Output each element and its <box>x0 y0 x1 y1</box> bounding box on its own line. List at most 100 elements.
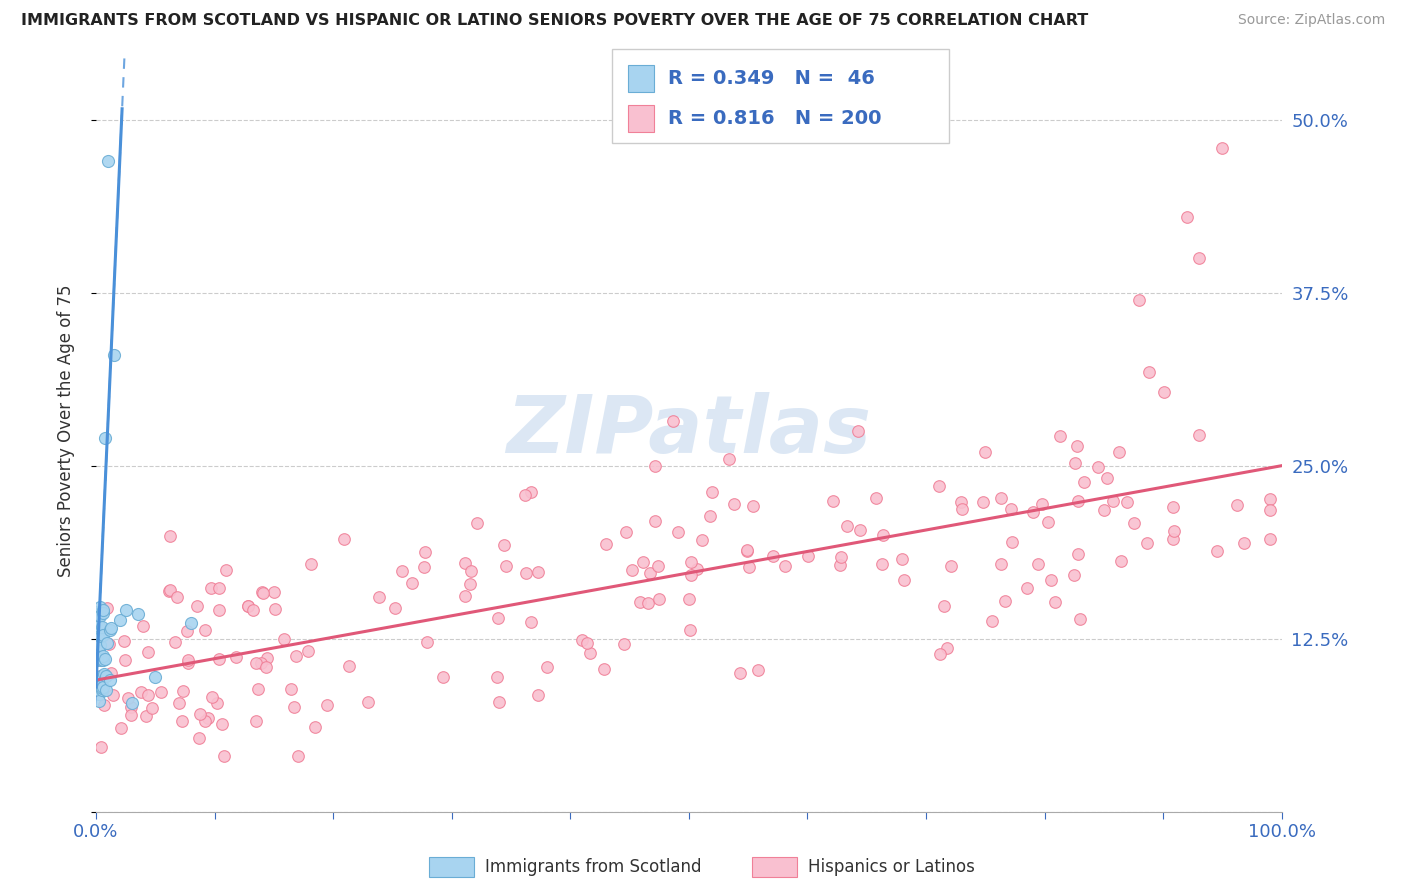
Point <box>194 623 217 637</box>
Point <box>1087 459 1109 474</box>
Point <box>830 549 852 564</box>
Point <box>401 575 423 590</box>
Point <box>98 673 121 687</box>
Point <box>486 611 509 625</box>
Point <box>994 594 1017 608</box>
Point <box>458 577 481 591</box>
Point <box>94 682 117 697</box>
Point <box>188 731 211 745</box>
Point <box>1258 532 1281 546</box>
Point <box>391 564 413 578</box>
Point <box>86 607 108 621</box>
Point <box>176 624 198 638</box>
Point <box>90 653 112 667</box>
Point <box>1137 365 1160 379</box>
Point <box>315 698 337 712</box>
Point <box>263 585 285 599</box>
Point <box>208 581 231 595</box>
Text: Immigrants from Scotland: Immigrants from Scotland <box>485 858 702 876</box>
Point <box>1122 516 1144 530</box>
Point <box>91 653 114 667</box>
Point <box>865 491 887 505</box>
Point <box>136 644 159 658</box>
Point <box>848 523 870 537</box>
Point <box>86 818 108 832</box>
Point <box>97 638 120 652</box>
Point <box>1092 503 1115 517</box>
Point <box>1163 500 1185 515</box>
Point <box>762 549 785 563</box>
Point <box>1001 534 1024 549</box>
Point <box>1063 568 1085 582</box>
Point <box>201 690 224 705</box>
Point <box>1258 503 1281 517</box>
Point <box>89 638 111 652</box>
Point <box>486 669 509 683</box>
Point <box>97 154 120 169</box>
Point <box>678 591 700 606</box>
Point <box>283 700 305 714</box>
Point <box>595 536 617 550</box>
Point <box>117 691 139 706</box>
Point <box>90 740 112 755</box>
Point <box>1022 505 1045 519</box>
Point <box>177 653 200 667</box>
Point <box>250 584 273 599</box>
Point <box>287 749 309 764</box>
Point <box>536 659 558 673</box>
Point <box>773 559 796 574</box>
Point <box>212 749 235 764</box>
Point <box>579 646 602 660</box>
Point <box>846 424 869 438</box>
Point <box>91 607 114 621</box>
Point <box>149 685 172 699</box>
Point <box>628 595 651 609</box>
Point <box>87 645 110 659</box>
Point <box>1073 475 1095 489</box>
Point <box>1000 502 1022 516</box>
Point <box>91 832 114 847</box>
Point <box>254 660 277 674</box>
Point <box>200 581 222 595</box>
Point <box>91 620 114 634</box>
Point <box>1258 491 1281 506</box>
Point <box>571 632 593 647</box>
Point <box>96 635 118 649</box>
Point <box>94 652 117 666</box>
Point <box>207 652 229 666</box>
Point <box>225 650 247 665</box>
Point <box>194 714 217 728</box>
Point <box>1066 439 1088 453</box>
Point <box>245 714 267 729</box>
Point <box>186 599 208 614</box>
Point <box>159 582 181 597</box>
Point <box>828 558 851 572</box>
Point <box>242 603 264 617</box>
Point <box>1226 499 1249 513</box>
Point <box>647 591 669 606</box>
Point <box>91 681 114 695</box>
Point <box>91 648 114 663</box>
Point <box>950 495 973 509</box>
Point <box>527 565 550 579</box>
Point <box>245 656 267 670</box>
Point <box>263 601 285 615</box>
Point <box>114 653 136 667</box>
Point <box>575 636 598 650</box>
Point <box>121 696 143 710</box>
Point <box>86 623 108 637</box>
Point <box>208 603 231 617</box>
Point <box>666 524 689 539</box>
Point <box>180 616 202 631</box>
Point <box>527 688 550 702</box>
Point <box>284 648 307 663</box>
Point <box>728 666 751 681</box>
Point <box>990 491 1012 505</box>
Point <box>89 599 111 614</box>
Point <box>631 555 654 569</box>
Text: IMMIGRANTS FROM SCOTLAND VS HISPANIC OR LATINO SENIORS POVERTY OVER THE AGE OF 7: IMMIGRANTS FROM SCOTLAND VS HISPANIC OR … <box>21 13 1088 29</box>
Point <box>273 632 295 647</box>
Point <box>644 515 666 529</box>
Text: Source: ZipAtlas.com: Source: ZipAtlas.com <box>1237 13 1385 28</box>
Point <box>520 484 543 499</box>
